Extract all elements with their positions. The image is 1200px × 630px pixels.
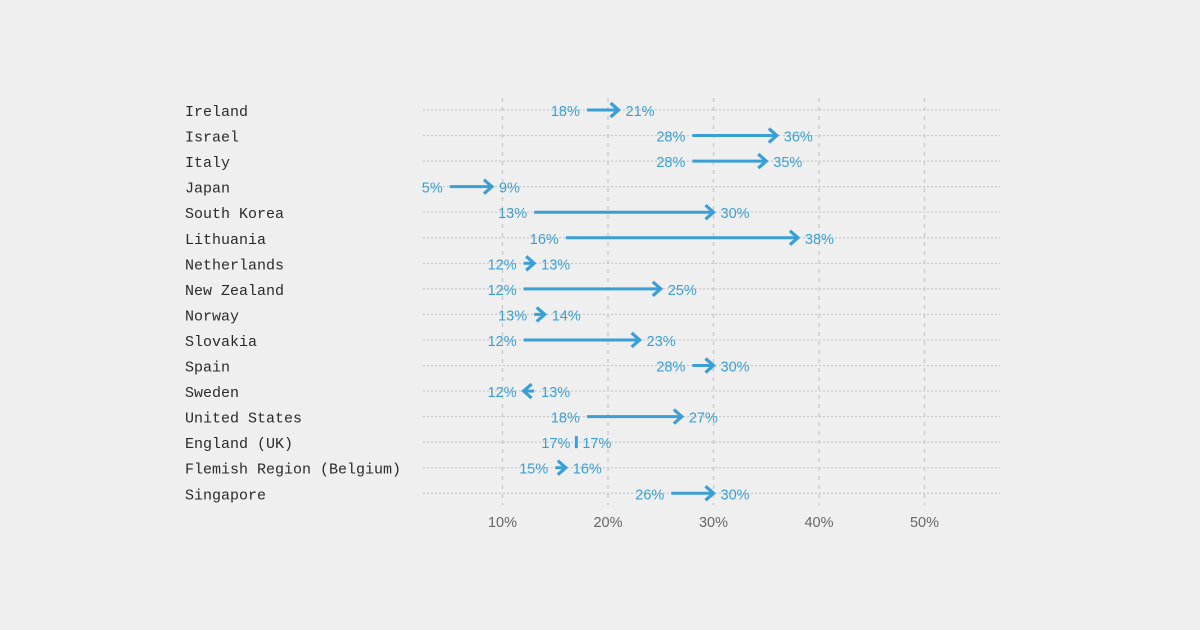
country-label: Japan <box>185 181 230 198</box>
arrow-head <box>704 203 716 221</box>
value-label-high: 14% <box>552 308 581 324</box>
arrow-head <box>525 255 537 272</box>
value-label-low: 13% <box>498 206 527 222</box>
arrow-head <box>704 485 716 502</box>
value-label-high: 30% <box>721 360 750 376</box>
arrow-head <box>767 127 780 144</box>
value-label-low: 28% <box>656 155 685 171</box>
x-tick-label: 50% <box>910 515 939 531</box>
arrow-head <box>672 408 685 425</box>
value-label-low: 12% <box>488 334 517 350</box>
value-label-high: 21% <box>626 104 655 120</box>
x-tick-label: 30% <box>699 515 728 531</box>
value-label-high: 25% <box>668 283 697 299</box>
country-label: Slovakia <box>185 334 257 351</box>
value-label-high: 36% <box>784 130 813 146</box>
value-label-low: 5% <box>422 181 443 197</box>
arrow-head <box>535 306 548 323</box>
value-label-high: 27% <box>689 411 718 427</box>
value-label-low: 28% <box>656 130 685 146</box>
value-label-low: 12% <box>488 283 517 299</box>
country-label: South Korea <box>185 206 284 223</box>
arrow-head <box>609 101 621 119</box>
value-label-low: 17% <box>541 436 570 452</box>
arrow-head <box>704 357 716 374</box>
x-tick-label: 20% <box>593 515 622 531</box>
country-label: Spain <box>185 360 230 377</box>
value-label-low: 26% <box>635 487 664 503</box>
value-label-high: 30% <box>721 487 750 503</box>
country-label: Flemish Region (Belgium) <box>185 462 401 479</box>
value-label-low: 13% <box>498 308 527 324</box>
value-label-low: 18% <box>551 104 580 120</box>
value-label-high: 30% <box>721 206 750 222</box>
value-label-low: 15% <box>519 462 548 478</box>
value-label-high: 23% <box>647 334 676 350</box>
arrow-head <box>482 178 495 195</box>
value-label-high: 35% <box>773 155 802 171</box>
arrow-head <box>556 459 569 476</box>
value-label-high: 9% <box>499 181 520 197</box>
country-label: Ireland <box>185 104 248 121</box>
country-label: Italy <box>185 155 230 172</box>
arrow-head <box>521 382 533 400</box>
value-label-low: 18% <box>551 411 580 427</box>
value-label-high: 17% <box>582 436 611 452</box>
country-label: New Zealand <box>185 283 284 300</box>
value-label-high: 13% <box>541 257 570 273</box>
value-label-low: 12% <box>488 257 517 273</box>
country-label: Israel <box>185 130 239 147</box>
x-tick-label: 10% <box>488 515 517 531</box>
value-label-low: 28% <box>656 360 685 376</box>
arrow-head <box>757 152 769 170</box>
country-label: Singapore <box>185 487 266 504</box>
country-label: United States <box>185 411 302 428</box>
value-label-low: 16% <box>530 232 559 248</box>
arrow-head <box>630 331 643 349</box>
value-label-low: 12% <box>488 385 517 401</box>
country-label: Netherlands <box>185 257 284 274</box>
country-label: Sweden <box>185 385 239 402</box>
value-label-high: 13% <box>541 385 570 401</box>
country-label: Lithuania <box>185 232 266 249</box>
value-label-high: 16% <box>573 462 602 478</box>
x-tick-label: 40% <box>804 515 833 531</box>
arrow-head <box>788 229 801 246</box>
value-label-high: 38% <box>805 232 834 248</box>
arrow-head <box>651 280 664 298</box>
country-label: England (UK) <box>185 436 293 453</box>
country-label: Norway <box>185 308 239 325</box>
